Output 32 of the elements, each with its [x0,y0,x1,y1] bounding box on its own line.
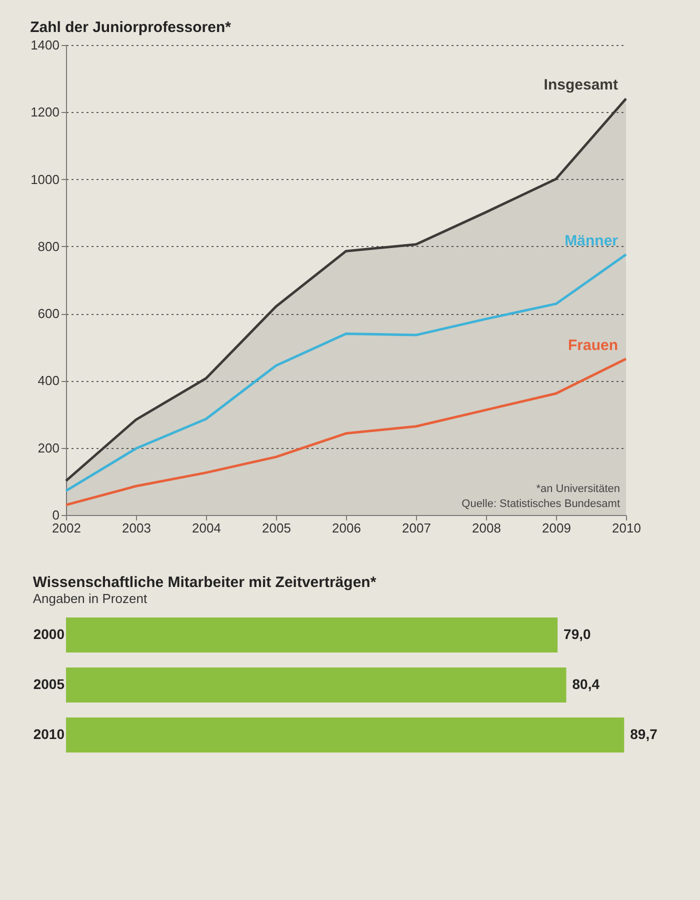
x-tick-label: 2007 [402,520,431,536]
data-label: 79,0 [564,626,592,642]
annotation: *an Universitäten [536,483,620,495]
y-tick-label: 0 [52,508,60,522]
y-tick-label: 2005 [33,676,65,692]
chart-title: Wissenschaftliche Mitarbeiter mit Zeitverträgen* [32,574,376,591]
x-tick-label: 2009 [542,520,571,536]
series-label: Männer [564,232,618,250]
data-label: 80,4 [572,676,600,692]
x-tick-label: 2002 [52,520,81,536]
y-tick-label: 2000 [33,626,65,642]
y-tick-label: 400 [38,373,60,388]
y-tick-label: 2010 [33,726,65,742]
x-tick-label: 2006 [332,520,361,536]
x-tick-label: 2003 [122,520,151,536]
data-label: 89,7 [630,726,658,742]
series-label: Frauen [568,336,618,354]
y-tick-label: 1200 [30,104,60,120]
y-tick-label: 1400 [30,38,60,52]
y-tick-label: 600 [38,306,60,322]
y-tick-label: 200 [38,440,60,456]
chart-title: Zahl der Juniorprofessoren* [30,19,232,36]
y-tick-label: 1000 [30,172,60,187]
annotation: Quelle: Statistisches Bundesamt [462,498,620,510]
x-tick-label: 2010 [612,520,641,536]
x-tick-label: 2008 [472,520,501,536]
series-label: Insgesamt [544,76,618,94]
x-tick-label: 2004 [192,520,221,536]
x-tick-label: 2005 [262,520,291,536]
y-tick-label: 800 [38,238,60,254]
chart-subtitle: Angaben in Prozent [32,591,148,606]
line-series [64,253,628,492]
